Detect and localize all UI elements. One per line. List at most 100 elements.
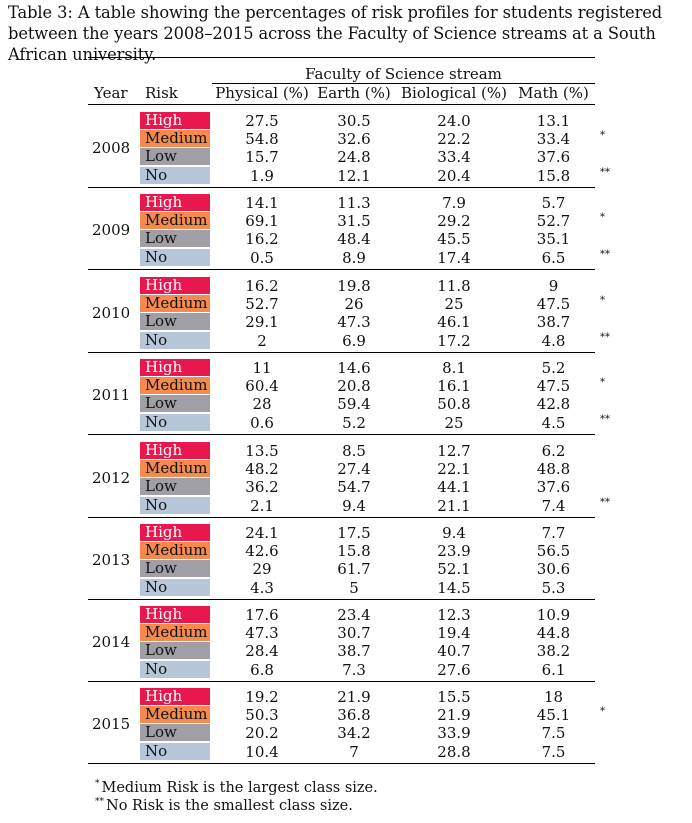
cell-biological: 29.2 (437, 212, 471, 231)
cell-math: 48.8 (536, 460, 571, 479)
cell-math: 10.9 (536, 606, 571, 624)
cell-earth: 9.4 (342, 496, 366, 515)
cell-biological: 27.6 (437, 660, 471, 679)
cell-biological: 33.9 (437, 724, 471, 743)
year-label: 2012 (92, 469, 131, 487)
footnote-mark: * (600, 130, 605, 142)
cell-physical: 0.5 (250, 248, 274, 267)
cell-earth: 34.2 (337, 724, 371, 743)
risk-label-low: Low (140, 478, 210, 496)
cell-biological: 15.5 (437, 688, 471, 706)
cell-biological: 33.4 (437, 148, 471, 167)
footnote-mark: * (600, 377, 605, 389)
cell-biological: 23.9 (437, 542, 471, 561)
cell-math: 42.8 (536, 395, 571, 414)
cell-biological: 11.8 (437, 277, 471, 295)
cell-physical: 19.2 (245, 688, 279, 706)
cell-math: 33.4 (536, 130, 571, 149)
risk-label-low: Low (140, 313, 210, 331)
cell-biological: 24.0 (437, 112, 471, 130)
footnote-1: * Medium Risk is the largest class size. (95, 779, 378, 796)
cell-physical: 16.2 (245, 277, 279, 295)
cell-math: 7.7 (541, 524, 566, 542)
cell-physical: 1.9 (250, 166, 274, 185)
year-header: Year (94, 84, 128, 102)
risk-header: Risk (145, 84, 178, 102)
group-header: Faculty of Science stream (305, 65, 502, 83)
cell-physical: 28 (252, 395, 272, 414)
cell-physical: 50.3 (245, 706, 279, 725)
footnote-mark: * (600, 212, 605, 224)
cell-biological: 19.4 (437, 624, 471, 643)
cell-earth: 21.9 (337, 688, 371, 706)
risk-label-no: No (140, 578, 210, 596)
cell-earth: 26 (344, 295, 364, 314)
footnote-mark: ** (600, 166, 610, 178)
cell-physical: 20.2 (245, 724, 279, 743)
risk-label-medium: Medium (140, 295, 210, 313)
year-block-rule (88, 186, 595, 188)
footnote-mark: ** (600, 413, 610, 425)
header-rule (88, 104, 595, 105)
cell-physical: 2.1 (250, 496, 274, 515)
cell-math: 5.2 (541, 359, 566, 377)
cell-earth: 32.6 (337, 130, 371, 149)
cell-earth: 31.5 (337, 212, 371, 231)
cell-math: 5.7 (541, 194, 566, 212)
cell-biological: 50.8 (437, 395, 471, 414)
cell-math: 7.5 (541, 742, 566, 761)
risk-label-high: High (140, 359, 210, 376)
risk-label-no: No (140, 413, 210, 431)
risk-label-high: High (140, 277, 210, 294)
cell-earth: 17.5 (337, 524, 371, 542)
cell-earth: 47.3 (337, 313, 371, 332)
cell-math: 44.8 (536, 624, 571, 643)
cell-biological: 46.1 (437, 313, 471, 332)
cell-physical: 16.2 (245, 230, 279, 249)
risk-label-high: High (140, 194, 210, 211)
cell-biological: 25 (444, 295, 464, 314)
cell-physical: 10.4 (245, 742, 279, 761)
cell-math: 6.5 (541, 248, 566, 267)
risk-label-medium: Medium (140, 624, 210, 642)
cell-biological: 20.4 (437, 166, 471, 185)
cell-math: 4.5 (541, 413, 566, 432)
cell-biological: 14.5 (437, 578, 471, 597)
cell-math: 30.6 (536, 560, 571, 579)
risk-label-no: No (140, 496, 210, 514)
cell-math: 5.3 (541, 578, 566, 597)
cell-biological: 22.2 (437, 130, 471, 149)
year-label: 2009 (92, 221, 131, 239)
cell-biological: 17.4 (437, 248, 471, 267)
year-block-rule (88, 268, 595, 270)
year-label: 2015 (92, 715, 131, 733)
year-label: 2011 (92, 386, 131, 404)
risk-label-no: No (140, 660, 210, 678)
cell-earth: 27.4 (337, 460, 371, 479)
risk-label-no: No (140, 166, 210, 184)
cell-physical: 29.1 (245, 313, 279, 332)
cell-earth: 6.9 (342, 331, 366, 350)
year-label: 2014 (92, 633, 131, 651)
cell-math: 6.1 (541, 660, 566, 679)
cell-physical: 36.2 (245, 478, 279, 497)
cell-earth: 7.3 (342, 660, 366, 679)
cell-biological: 44.1 (437, 478, 471, 497)
cell-earth: 36.8 (337, 706, 371, 725)
cell-earth: 30.7 (337, 624, 371, 643)
year-label: 2013 (92, 551, 131, 569)
footnote-mark: * (600, 706, 605, 718)
footnote-mark: ** (600, 496, 610, 508)
cell-biological: 17.2 (437, 331, 471, 350)
risk-label-low: Low (140, 230, 210, 248)
cell-physical: 11 (252, 359, 272, 377)
footnote-mark: ** (600, 331, 610, 343)
risk-label-medium: Medium (140, 212, 210, 230)
column-header-physical: Physical (%) (215, 84, 309, 102)
cell-physical: 29 (252, 560, 272, 579)
risk-label-medium: Medium (140, 460, 210, 478)
cell-earth: 23.4 (337, 606, 371, 624)
cell-physical: 24.1 (245, 524, 279, 542)
cell-biological: 25 (444, 413, 464, 432)
risk-label-medium: Medium (140, 130, 210, 148)
